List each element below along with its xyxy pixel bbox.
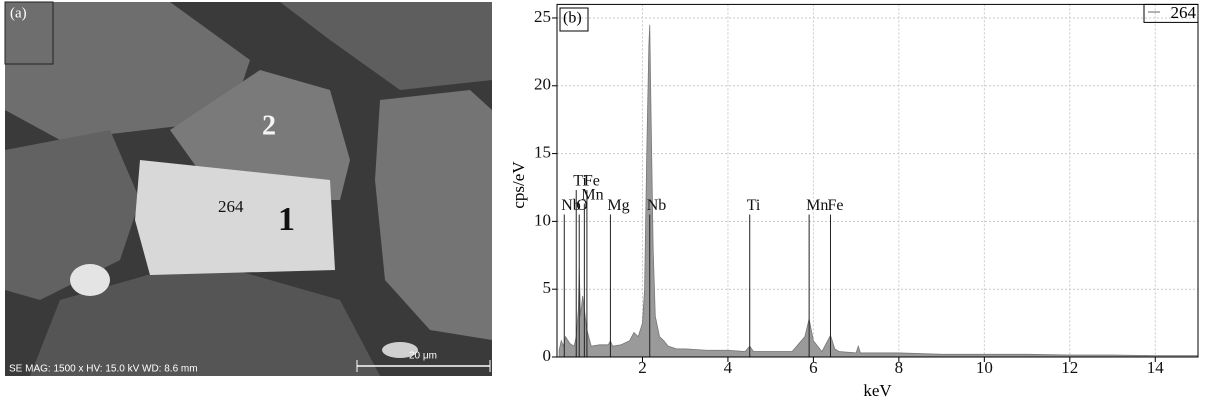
- region-label: 264: [218, 197, 244, 216]
- element-label: Ti: [747, 197, 761, 214]
- particle: [5, 2, 250, 140]
- y-tick-label: 15: [534, 142, 551, 161]
- legend-box: [1143, 3, 1199, 23]
- plot-frame: [556, 3, 1199, 358]
- x-tick-label: 8: [895, 358, 904, 377]
- scale-label: 20 μm: [409, 351, 437, 362]
- particle: [30, 260, 380, 376]
- particle: [170, 70, 350, 200]
- panel-label-box: [559, 7, 589, 32]
- sem-image: (a) 2 264 1 20 μm SE MAG: 1500 x HV: 15.…: [4, 1, 492, 376]
- plot-area: [557, 4, 1198, 358]
- x-tick-label: 10: [976, 358, 993, 377]
- element-label: Fe: [827, 197, 843, 214]
- panel-label: (b): [563, 10, 582, 27]
- y-axis-label: cps/eV: [509, 161, 528, 209]
- y-tick-label: 10: [534, 210, 551, 229]
- spectrum-area: [558, 24, 1199, 358]
- element-label: Ti: [573, 173, 587, 190]
- element-label: Fe: [584, 173, 600, 190]
- particle: [280, 2, 492, 90]
- y-tick-label: 25: [534, 7, 551, 26]
- element-label: Nb: [647, 197, 667, 214]
- element-label: Mg: [607, 197, 629, 214]
- image-info: SE MAG: 1500 x HV: 15.0 kV WD: 8.6 mm: [9, 364, 198, 375]
- element-label: Mn: [806, 197, 828, 214]
- region-label: 2: [262, 110, 276, 141]
- particle: [5, 130, 140, 300]
- element-label: O: [576, 197, 588, 214]
- label-box: [4, 1, 54, 65]
- region-label: 1: [278, 201, 295, 238]
- panel-label: (a): [10, 5, 27, 21]
- bright-grain: [135, 160, 335, 275]
- bright-grain: [382, 342, 418, 358]
- y-tick-label: 20: [534, 75, 551, 94]
- particle: [375, 90, 492, 340]
- legend-label: 264: [1171, 3, 1197, 22]
- bright-grain: [70, 264, 110, 296]
- x-axis-label: keV: [863, 381, 892, 400]
- x-tick-label: 6: [809, 358, 818, 377]
- y-tick-label: 0: [543, 346, 552, 365]
- y-tick-label: 5: [543, 278, 552, 297]
- x-tick-label: 2: [638, 358, 647, 377]
- x-tick-label: 14: [1147, 358, 1165, 377]
- x-tick-label: 12: [1061, 358, 1078, 377]
- x-tick-label: 4: [724, 358, 733, 377]
